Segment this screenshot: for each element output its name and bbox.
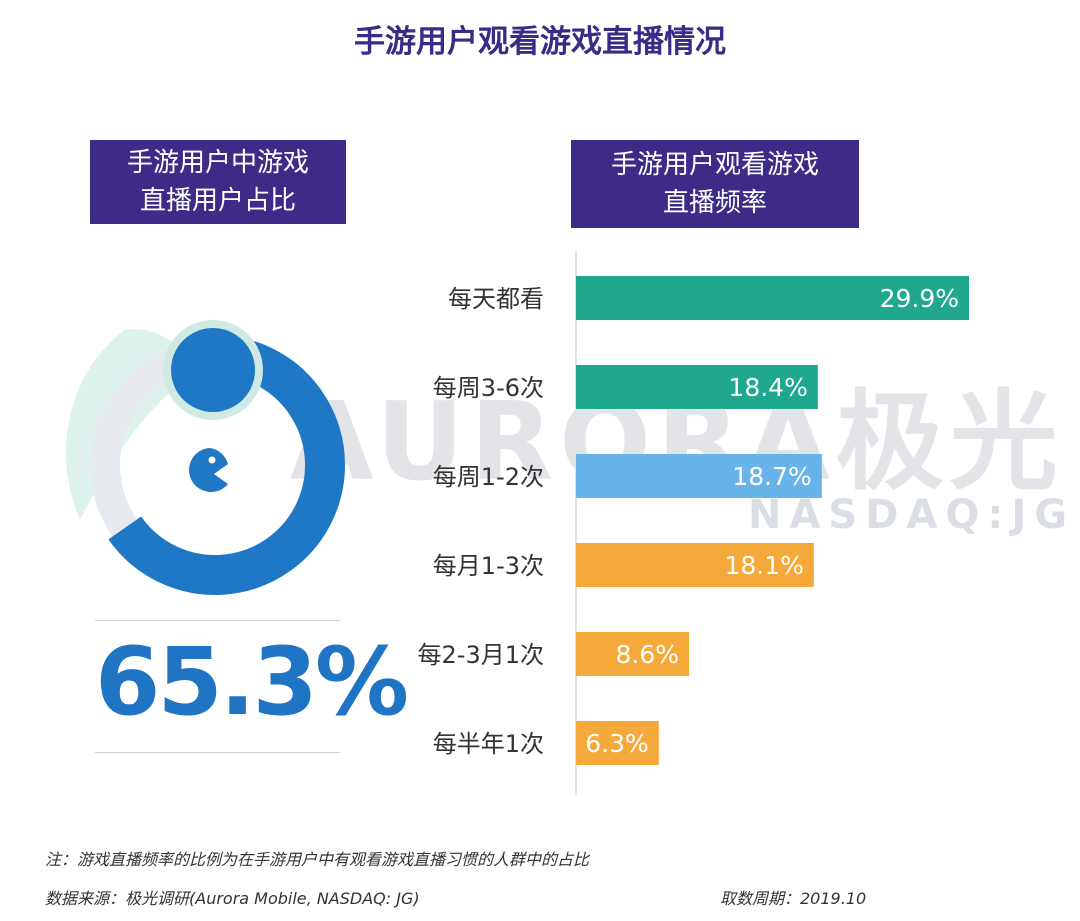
bar-value-label: 18.7% [732,462,811,491]
percent-top-rule [95,620,340,621]
share-percent-value: 65.3% [95,628,409,737]
bar [576,276,969,320]
bar [576,543,814,587]
data-period: 取数周期：2019.10 [720,889,867,908]
bar-category-label: 每周1-2次 [433,463,544,491]
left-header-line-2: 直播用户占比 [139,186,296,216]
bar [576,365,818,409]
frequency-bar-chart: 每天都看 29.9% 每周3-6次 18.4% 每周1-2次 18.7% 每月1-3次 18.… [418,252,969,795]
page-title: 手游用户观看游戏直播情况 [354,24,726,60]
share-donut-chart [66,320,345,595]
bar-category-label: 每2-3月1次 [418,641,544,669]
donut-value-arc [108,335,345,595]
bar-value-label: 6.3% [585,729,649,758]
bar-value-label: 29.9% [880,284,959,313]
bar [576,721,659,765]
right-header-line-2: 直播频率 [662,188,767,218]
chart-note: 注：游戏直播频率的比例为在手游用户中有观看游戏直播习惯的人群中的占比 [45,850,590,869]
data-source: 数据来源：极光调研(Aurora Mobile, NASDAQ: JG) [45,889,420,908]
bar-category-label: 每半年1次 [433,730,544,758]
bar-value-label: 8.6% [616,640,680,669]
right-header-line-1: 手游用户观看游戏 [610,150,819,180]
left-header-line-1: 手游用户中游戏 [126,148,309,178]
donut-bubble [171,328,255,412]
right-panel-header: 手游用户观看游戏 直播频率 [571,140,859,228]
bar-category-label: 每周3-6次 [433,374,544,402]
left-panel-header: 手游用户中游戏 直播用户占比 [90,140,346,224]
bar-category-label: 每天都看 [448,285,544,313]
bar-value-label: 18.4% [728,373,807,402]
bar [576,632,690,676]
percent-bottom-rule [95,752,340,753]
bar [576,454,822,498]
nasdaq-watermark: NASDAQ:JG [748,492,1076,538]
bar-category-label: 每月1-3次 [433,552,544,580]
gamer-face-icon [189,448,228,492]
bar-value-label: 18.1% [724,551,803,580]
